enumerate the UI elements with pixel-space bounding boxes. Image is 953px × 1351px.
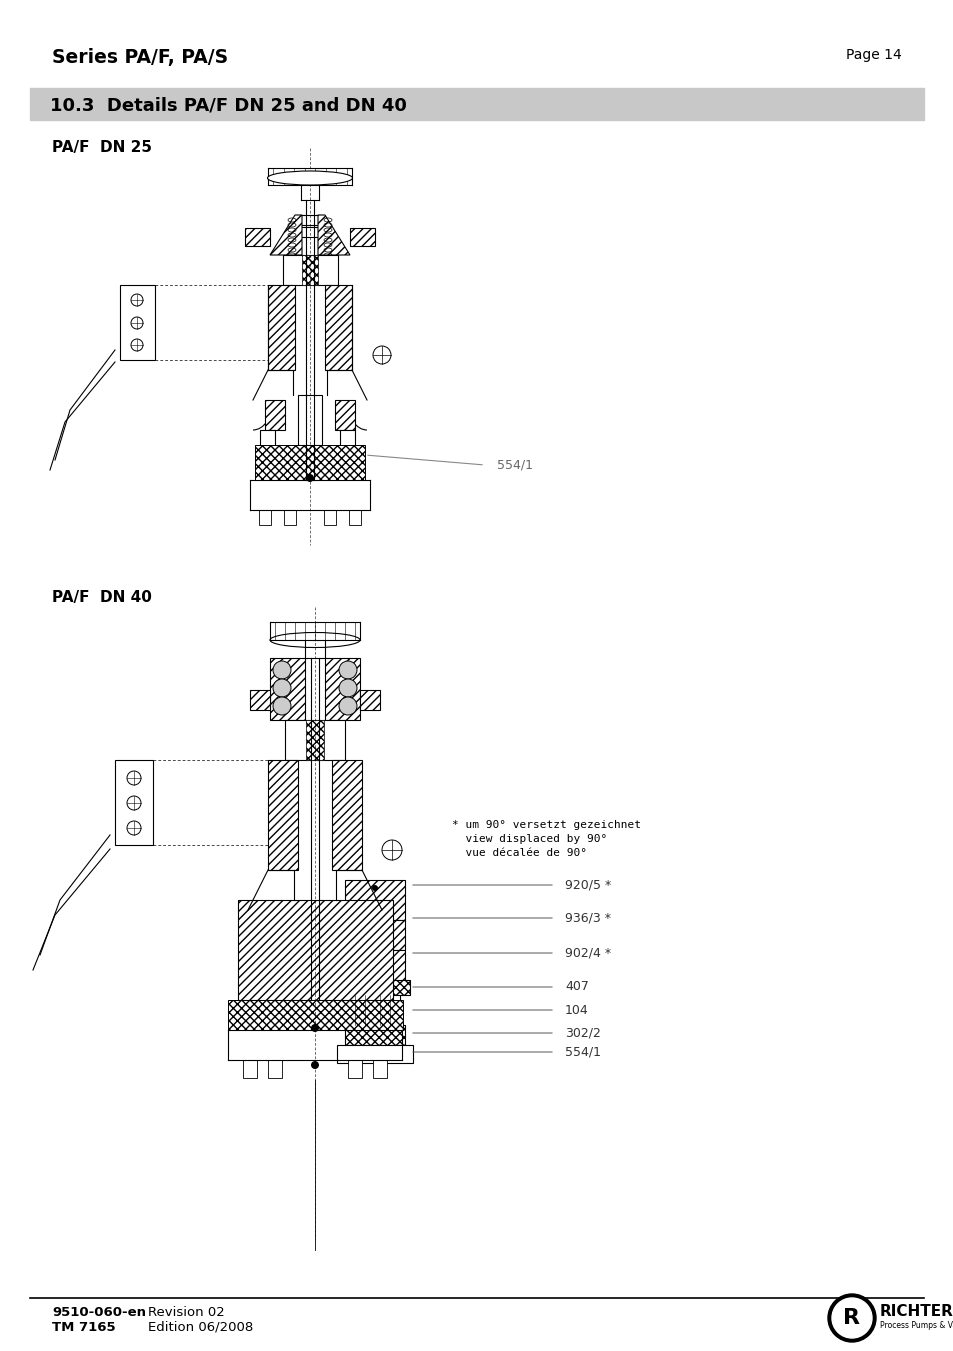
Bar (268, 1061, 282, 1078)
Text: Revision 02: Revision 02 (148, 1306, 225, 1319)
Circle shape (273, 680, 291, 697)
Polygon shape (325, 658, 359, 720)
Bar (339, 430, 355, 450)
Bar (265, 400, 285, 430)
Text: vue décalée de 90°: vue décalée de 90° (452, 848, 586, 858)
Polygon shape (270, 215, 302, 255)
Bar (350, 228, 375, 246)
Polygon shape (268, 285, 294, 370)
Circle shape (372, 915, 377, 921)
Bar (254, 444, 365, 480)
Bar (349, 509, 360, 526)
Polygon shape (325, 285, 352, 370)
Circle shape (338, 661, 356, 680)
Bar (30, 88, 923, 120)
Polygon shape (332, 761, 361, 870)
Bar (283, 255, 337, 285)
Text: 302/2: 302/2 (564, 1027, 600, 1039)
Bar (228, 1000, 402, 1029)
Circle shape (372, 977, 377, 984)
Bar (115, 761, 152, 844)
Ellipse shape (270, 632, 359, 647)
Bar (348, 1061, 361, 1078)
Text: 554/1: 554/1 (564, 1046, 600, 1058)
Text: 10.3  Details PA/F DN 25 and DN 40: 10.3 Details PA/F DN 25 and DN 40 (50, 96, 406, 113)
Bar (373, 1061, 387, 1078)
Text: PA/F  DN 40: PA/F DN 40 (52, 590, 152, 605)
Polygon shape (270, 658, 305, 720)
Bar (336, 1046, 413, 1063)
Text: 902/4 *: 902/4 * (564, 947, 611, 959)
Bar (120, 285, 154, 359)
Bar (335, 400, 355, 430)
Text: Edition 06/2008: Edition 06/2008 (148, 1321, 253, 1333)
Bar (345, 950, 405, 985)
Ellipse shape (267, 172, 352, 185)
Bar (345, 1025, 405, 1046)
Text: 104: 104 (564, 1004, 588, 1016)
Bar (345, 920, 405, 950)
Text: 920/5 *: 920/5 * (564, 878, 611, 892)
Bar (306, 720, 324, 761)
Circle shape (827, 1294, 875, 1342)
Bar (258, 509, 271, 526)
Bar (245, 228, 270, 246)
Circle shape (338, 697, 356, 715)
Text: RICHTER: RICHTER (879, 1304, 953, 1319)
Bar (285, 720, 345, 761)
Bar (359, 690, 379, 711)
Text: 936/3 *: 936/3 * (564, 912, 610, 924)
Circle shape (311, 1061, 318, 1069)
Bar (298, 227, 320, 236)
Text: TM 7165: TM 7165 (52, 1321, 115, 1333)
Circle shape (273, 661, 291, 680)
Bar (298, 215, 320, 226)
Text: 554/1: 554/1 (497, 458, 533, 471)
Bar (345, 880, 405, 920)
Circle shape (831, 1298, 871, 1337)
Text: Process Pumps & Valves: Process Pumps & Valves (879, 1320, 953, 1329)
Bar (237, 900, 393, 1000)
Bar (250, 690, 270, 711)
Text: 9510-060-en: 9510-060-en (52, 1306, 146, 1319)
Text: 407: 407 (564, 981, 588, 993)
Text: Series PA/F, PA/S: Series PA/F, PA/S (52, 49, 228, 68)
Circle shape (338, 680, 356, 697)
Text: * um 90° versetzt gezeichnet: * um 90° versetzt gezeichnet (452, 820, 640, 830)
Circle shape (273, 697, 291, 715)
Bar (339, 979, 410, 994)
Text: R: R (842, 1308, 860, 1328)
Bar (284, 509, 295, 526)
Circle shape (306, 474, 314, 482)
Bar (350, 994, 399, 1025)
Text: PA/F  DN 25: PA/F DN 25 (52, 141, 152, 155)
Circle shape (372, 885, 377, 892)
Bar (324, 509, 335, 526)
Polygon shape (317, 215, 350, 255)
Bar (297, 394, 322, 444)
Text: view displaced by 90°: view displaced by 90° (452, 834, 607, 844)
Bar (260, 430, 274, 450)
Circle shape (311, 1024, 318, 1032)
Bar (302, 255, 317, 285)
Polygon shape (268, 761, 297, 870)
Bar (243, 1061, 256, 1078)
Text: Page 14: Page 14 (845, 49, 901, 62)
